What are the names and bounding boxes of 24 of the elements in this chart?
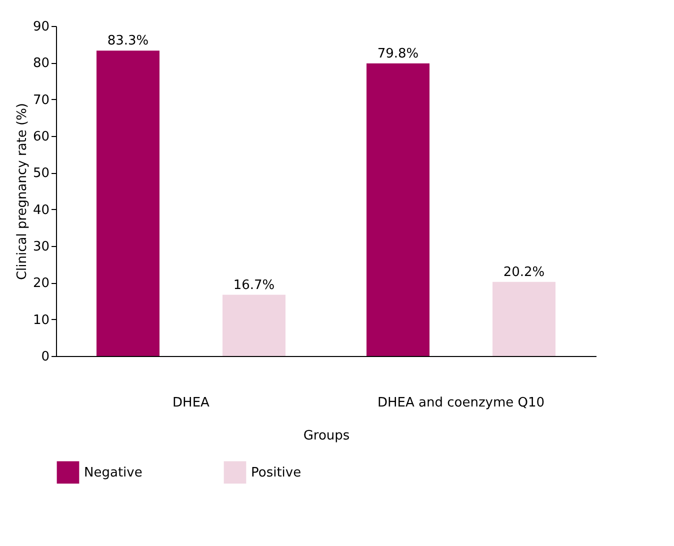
legend-label: Negative — [84, 465, 142, 480]
y-tick-label: 20 — [32, 276, 50, 292]
y-tick-label: 0 — [41, 350, 50, 364]
bar — [96, 50, 160, 356]
y-tick-label: 80 — [32, 56, 50, 72]
y-tick-label: 10 — [32, 312, 50, 328]
y-tick-label: 70 — [32, 92, 50, 108]
y-tick-label: 60 — [32, 130, 50, 144]
data-label: 79.8% — [377, 46, 419, 62]
x-axis-title: Groups — [303, 428, 350, 444]
y-tick-label: 40 — [32, 202, 50, 218]
y-tick-label: 50 — [32, 166, 50, 182]
data-label: 20.2% — [503, 264, 545, 280]
y-tick-label: 30 — [32, 240, 50, 254]
x-tick-label: DHEA and coenzyme Q10 — [377, 396, 545, 410]
x-tick-label: DHEA — [172, 396, 210, 410]
legend-label: Positive — [251, 465, 302, 480]
data-label: 83.3% — [107, 34, 149, 49]
y-axis-title: Clinical pregnancy rate (%) — [14, 102, 30, 280]
bar — [222, 294, 286, 356]
bar — [366, 63, 430, 356]
y-tick-label: 90 — [32, 20, 50, 34]
bar — [492, 282, 556, 356]
data-label: 16.7% — [233, 278, 275, 293]
